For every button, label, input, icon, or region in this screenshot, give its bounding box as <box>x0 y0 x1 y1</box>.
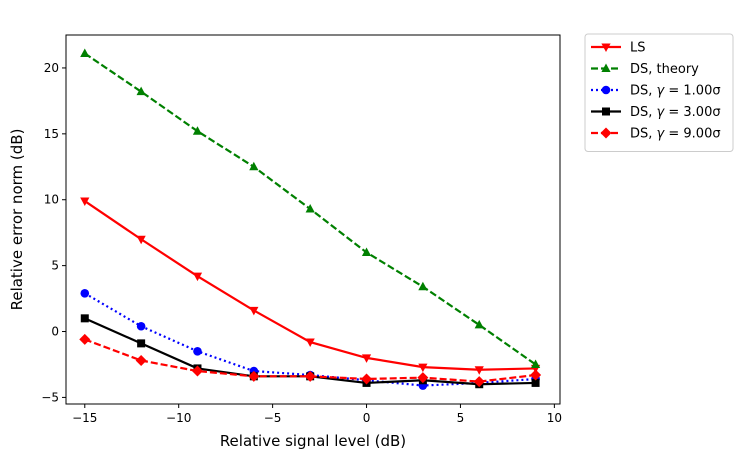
plot-area <box>79 48 542 390</box>
data-point <box>531 378 540 387</box>
data-point <box>304 370 316 382</box>
data-point <box>361 373 373 385</box>
data-point <box>192 126 203 135</box>
data-point <box>474 366 484 375</box>
plot-frame <box>65 34 561 405</box>
data-point <box>417 372 429 384</box>
data-point <box>530 369 542 381</box>
legend-label: LS <box>630 41 646 56</box>
data-point <box>361 247 372 256</box>
data-point <box>80 289 90 298</box>
legend-label: DS, γ = 3.00σ <box>630 105 721 120</box>
data-point <box>80 48 90 57</box>
legend-label: DS, γ = 1.00σ <box>630 84 721 99</box>
y-tick-label: 0 <box>51 325 59 339</box>
data-point <box>474 319 484 329</box>
data-point <box>135 355 147 367</box>
data-point <box>248 370 260 382</box>
data-point <box>193 346 202 356</box>
data-point <box>192 272 203 282</box>
series-5 <box>79 333 542 388</box>
legend-entry: DS, γ = 3.00σ <box>591 105 721 120</box>
data-point <box>191 365 203 377</box>
legend-marker <box>600 127 612 139</box>
y-axis-label: Relative error norm (dB) <box>8 129 26 311</box>
legend-marker <box>601 63 611 72</box>
data-point <box>361 354 372 363</box>
series-2 <box>80 48 541 368</box>
legend: LS DS, theory DS, γ = 1.00σ DS, γ = 3.00σ DS… <box>584 33 734 152</box>
legend-label: DS, theory <box>630 62 699 77</box>
y-tick-label: 5 <box>51 259 59 273</box>
x-axis-label: Relative signal level (dB) <box>220 432 406 450</box>
x-tick-label: 10 <box>547 411 562 425</box>
legend-entry: DS, γ = 1.00σ <box>591 84 721 99</box>
data-point <box>80 314 89 323</box>
legend-marker <box>601 85 611 95</box>
data-point <box>418 363 428 373</box>
data-point <box>473 376 485 388</box>
data-point <box>530 359 541 368</box>
data-point <box>305 338 315 348</box>
data-point <box>136 321 146 331</box>
data-point <box>136 235 146 245</box>
legend-label: DS, γ = 9.00σ <box>630 127 721 142</box>
data-point <box>249 161 259 171</box>
data-point <box>249 306 259 316</box>
data-point <box>79 333 91 345</box>
y-tick-label: −5 <box>41 390 59 404</box>
legend-marker <box>601 43 611 52</box>
axis-ticks: −15 −10 −5 0 5 10 −5 0 5 10 15 20 <box>41 61 562 425</box>
data-point <box>137 339 146 348</box>
x-tick-label: −10 <box>166 411 191 425</box>
data-point <box>136 86 146 96</box>
data-point <box>80 197 90 207</box>
y-tick-label: 10 <box>44 193 59 207</box>
data-point <box>305 203 315 213</box>
x-tick-label: −5 <box>264 411 282 425</box>
y-tick-label: 15 <box>44 127 59 141</box>
legend-box <box>584 33 734 152</box>
x-tick-label: −15 <box>72 411 97 425</box>
legend-entry: LS <box>591 41 646 56</box>
legend-entry: DS, theory <box>591 62 699 77</box>
legend-entry: DS, γ = 9.00σ <box>591 127 721 142</box>
x-tick-label: 0 <box>363 411 371 425</box>
y-tick-label: 20 <box>44 61 59 75</box>
x-tick-label: 5 <box>457 411 465 425</box>
legend-marker <box>602 107 610 116</box>
data-point <box>418 281 428 291</box>
series-line <box>84 292 536 387</box>
